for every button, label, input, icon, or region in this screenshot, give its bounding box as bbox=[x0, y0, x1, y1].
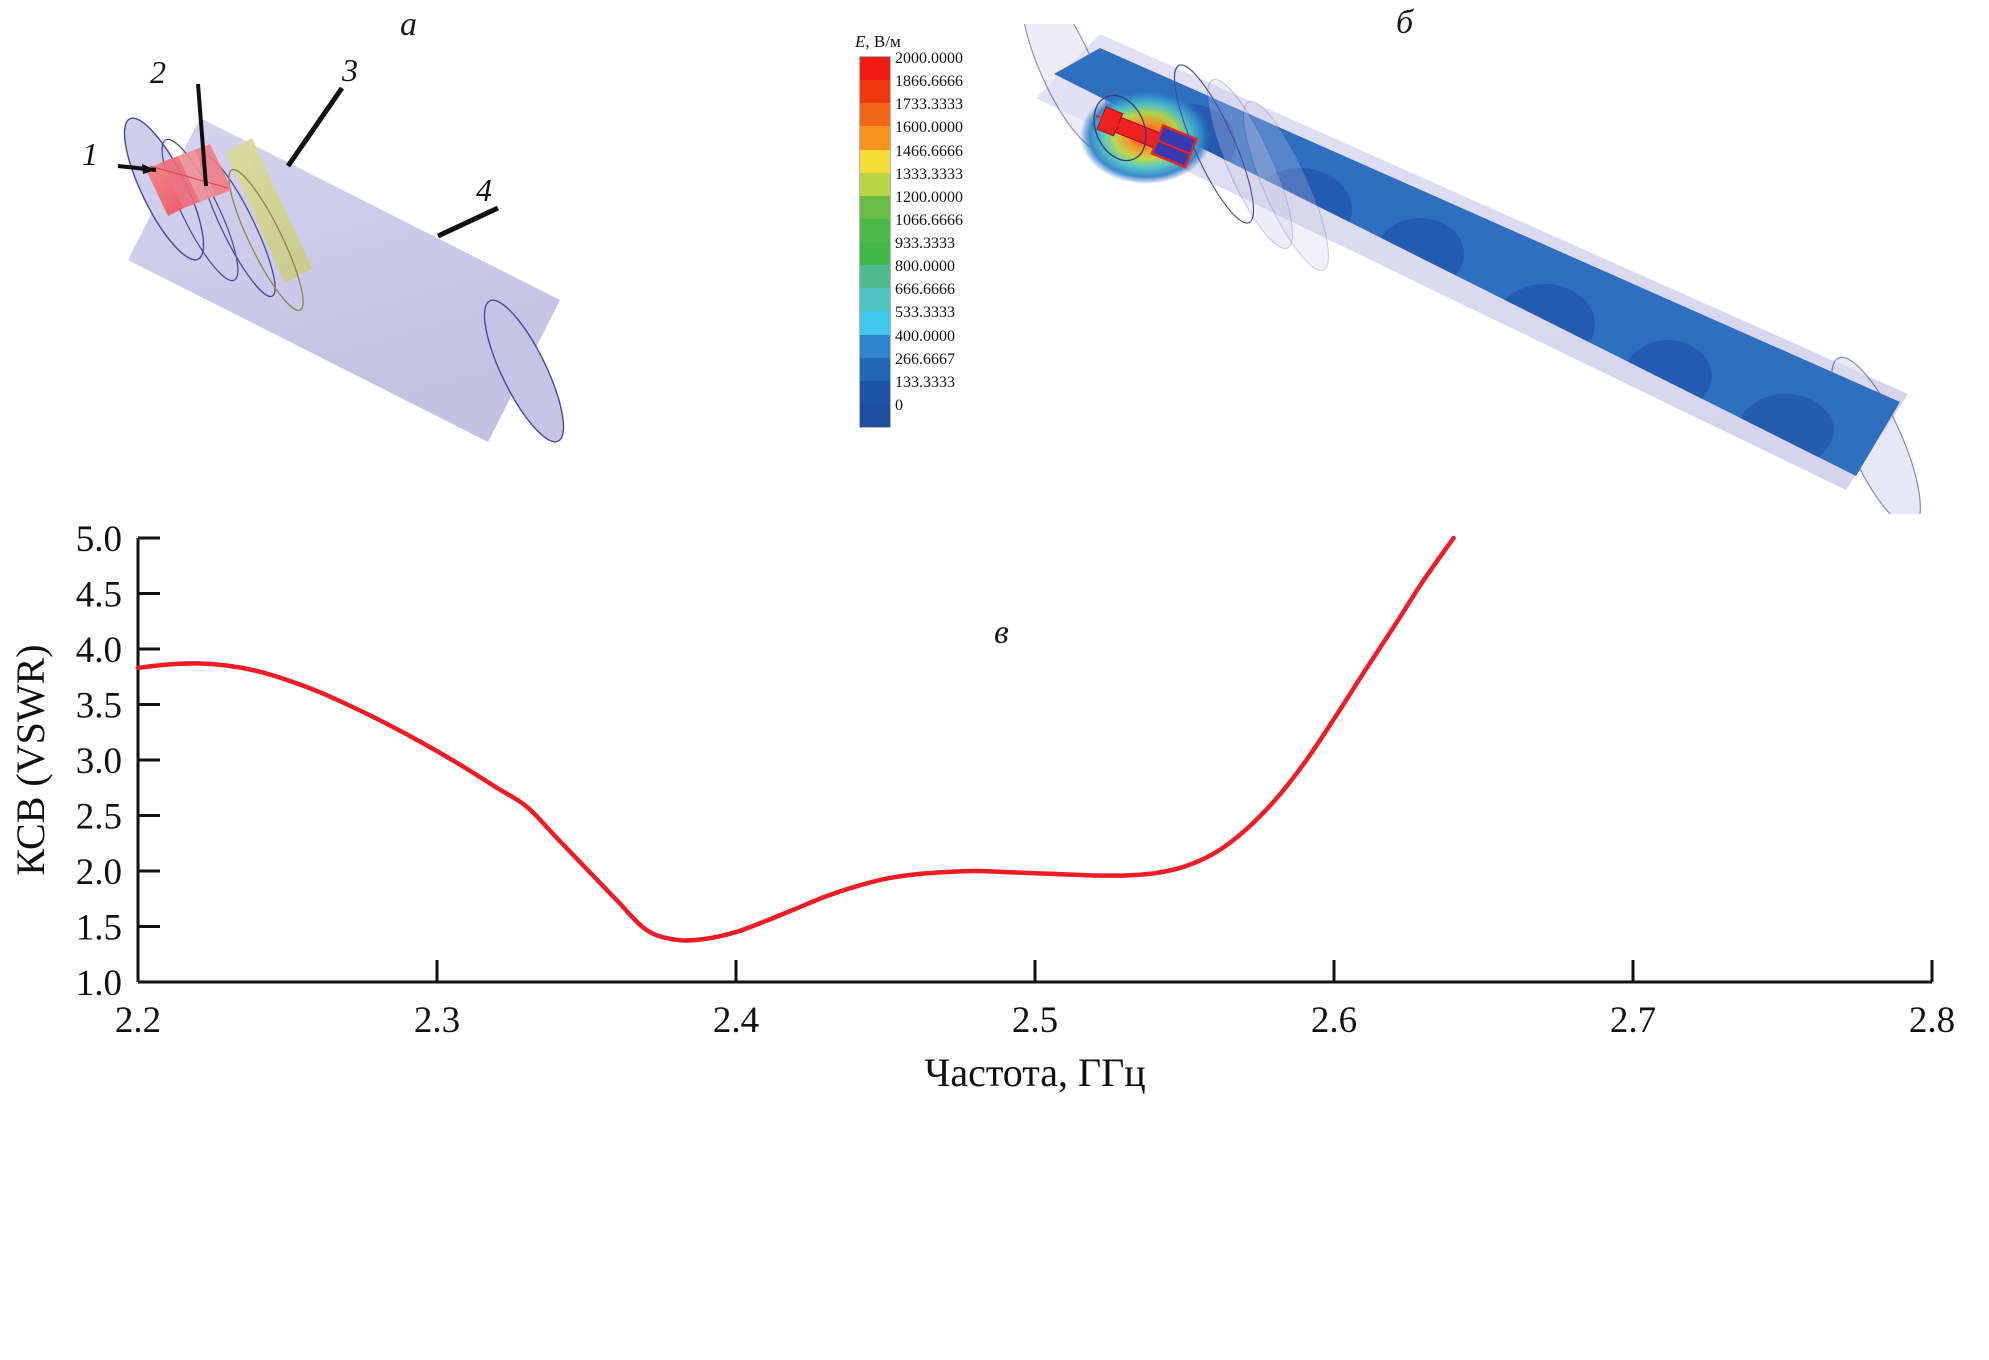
colorbar-level-label: 400.0000 bbox=[895, 327, 955, 345]
colorbar-swatch bbox=[860, 126, 890, 150]
y-tick-label: 1.5 bbox=[76, 908, 122, 949]
colorbar-title: E, В/м bbox=[855, 32, 901, 52]
panel-letter-a: а bbox=[400, 6, 417, 43]
x-axis-tick-labels: 2.2 2.3 2.4 2.5 2.6 2.7 2.8 bbox=[115, 1000, 1955, 1041]
colorbar-swatch bbox=[860, 218, 890, 242]
y-tick-label: 4.0 bbox=[76, 630, 122, 671]
colorbar-swatch bbox=[860, 149, 890, 173]
callout-leader-lines bbox=[117, 83, 500, 239]
x-axis-ticks bbox=[136, 960, 1934, 982]
field-distribution-svg bbox=[1021, 0, 1921, 528]
colorbar-swatch bbox=[860, 380, 890, 404]
y-tick-label: 4.5 bbox=[76, 575, 122, 616]
colorbar-title-symbol: E bbox=[855, 32, 866, 51]
x-tick-label: 2.3 bbox=[414, 1000, 460, 1041]
colorbar-level-label: 933.3333 bbox=[895, 235, 955, 252]
panel-a-antenna-model: 1 2 3 4 bbox=[80, 40, 720, 510]
colorbar-labels: 2000.0000 1866.6666 1733.3333 1600.0000 1466… bbox=[895, 51, 987, 428]
colorbar-level-label: 1600.0000 bbox=[895, 119, 963, 137]
colorbar-level-label: 266.6667 bbox=[895, 350, 955, 368]
colorbar-swatch bbox=[860, 57, 890, 81]
feed-hotspot bbox=[1080, 88, 1212, 184]
x-tick-label: 2.2 bbox=[115, 1000, 161, 1041]
antenna-model-svg bbox=[117, 83, 565, 443]
y-tick-label: 2.0 bbox=[76, 852, 122, 893]
panel-b-field-distribution bbox=[1000, 0, 1960, 528]
colorbar-swatch bbox=[860, 357, 890, 381]
y-tick-label: 3.0 bbox=[76, 741, 122, 782]
x-tick-label: 2.4 bbox=[713, 1000, 759, 1041]
inner-ring bbox=[161, 138, 239, 282]
colorbar-level-label: 800.0000 bbox=[895, 258, 955, 276]
colorbar-swatch bbox=[860, 103, 890, 127]
inner-rings bbox=[1173, 64, 1330, 272]
x-tick-label: 2.5 bbox=[1012, 1000, 1058, 1041]
callout-label-3: 3 bbox=[342, 52, 358, 88]
y-tick-label: 3.5 bbox=[76, 686, 122, 727]
colorbar-title-rest: , В/м bbox=[865, 32, 901, 51]
y-axis-tick-labels: 1.0 1.5 2.0 2.5 3.0 3.5 4.0 4.5 5.0 bbox=[76, 520, 122, 1004]
colorbar-swatches bbox=[859, 56, 891, 428]
colorbar-level-label: 133.3333 bbox=[895, 373, 955, 391]
colorbar-swatch bbox=[860, 265, 890, 289]
colorbar-swatch bbox=[860, 242, 890, 266]
y-axis-title: КСВ (VSWR) bbox=[8, 644, 53, 875]
colorbar-level-label: 1733.3333 bbox=[895, 96, 963, 114]
field-colorbar: E, В/м 2000.0000 1866.6666 1733.3333 1600.0… bbox=[855, 32, 985, 432]
x-tick-label: 2.7 bbox=[1610, 1000, 1656, 1041]
y-tick-label: 1.0 bbox=[76, 963, 122, 1004]
colorbar-swatch bbox=[860, 195, 890, 219]
dielectric-ring bbox=[200, 138, 312, 312]
panel-v-vswr-chart: 1.0 1.5 2.0 2.5 3.0 3.5 4.0 4.5 5.0 2.2 2.3 2.4 2.5… bbox=[0, 520, 1989, 1360]
vswr-curve bbox=[135, 535, 1456, 943]
colorbar-level-label: 666.6666 bbox=[895, 281, 955, 299]
feed-element bbox=[146, 144, 232, 216]
colorbar-level-label: 0 bbox=[895, 396, 903, 414]
colorbar-level-label: 1200.0000 bbox=[895, 188, 963, 206]
callout-label-4: 4 bbox=[476, 172, 492, 208]
callout-label-2: 2 bbox=[150, 54, 166, 90]
x-tick-label: 2.6 bbox=[1311, 1000, 1357, 1041]
y-tick-label: 2.5 bbox=[76, 797, 122, 838]
colorbar-swatch bbox=[860, 334, 890, 358]
colorbar-level-label: 533.3333 bbox=[895, 304, 955, 322]
colorbar-level-label: 1466.6666 bbox=[895, 142, 963, 160]
colorbar-swatch bbox=[860, 172, 890, 196]
colorbar-swatch bbox=[860, 288, 890, 312]
colorbar-swatch bbox=[860, 403, 890, 427]
vswr-chart-svg: 1.0 1.5 2.0 2.5 3.0 3.5 4.0 4.5 5.0 2.2 2.3 2.4 2.5… bbox=[8, 520, 1955, 1095]
panel-letter-v: в bbox=[994, 614, 1009, 651]
x-axis-title: Частота, ГГц bbox=[924, 1050, 1145, 1095]
callout-label-1: 1 bbox=[82, 136, 98, 172]
panel-letter-b: б bbox=[1396, 4, 1414, 41]
colorbar-swatch bbox=[860, 80, 890, 104]
colorbar-level-label: 2000.0000 bbox=[895, 50, 963, 67]
colorbar-swatch bbox=[860, 311, 890, 335]
y-tick-label: 5.0 bbox=[76, 520, 122, 560]
colorbar-level-label: 1066.6666 bbox=[895, 211, 963, 229]
colorbar-level-label: 1866.6666 bbox=[895, 73, 963, 91]
y-axis-ticks bbox=[138, 536, 160, 984]
x-tick-label: 2.8 bbox=[1909, 1000, 1955, 1041]
colorbar-level-label: 1333.3333 bbox=[895, 165, 963, 183]
